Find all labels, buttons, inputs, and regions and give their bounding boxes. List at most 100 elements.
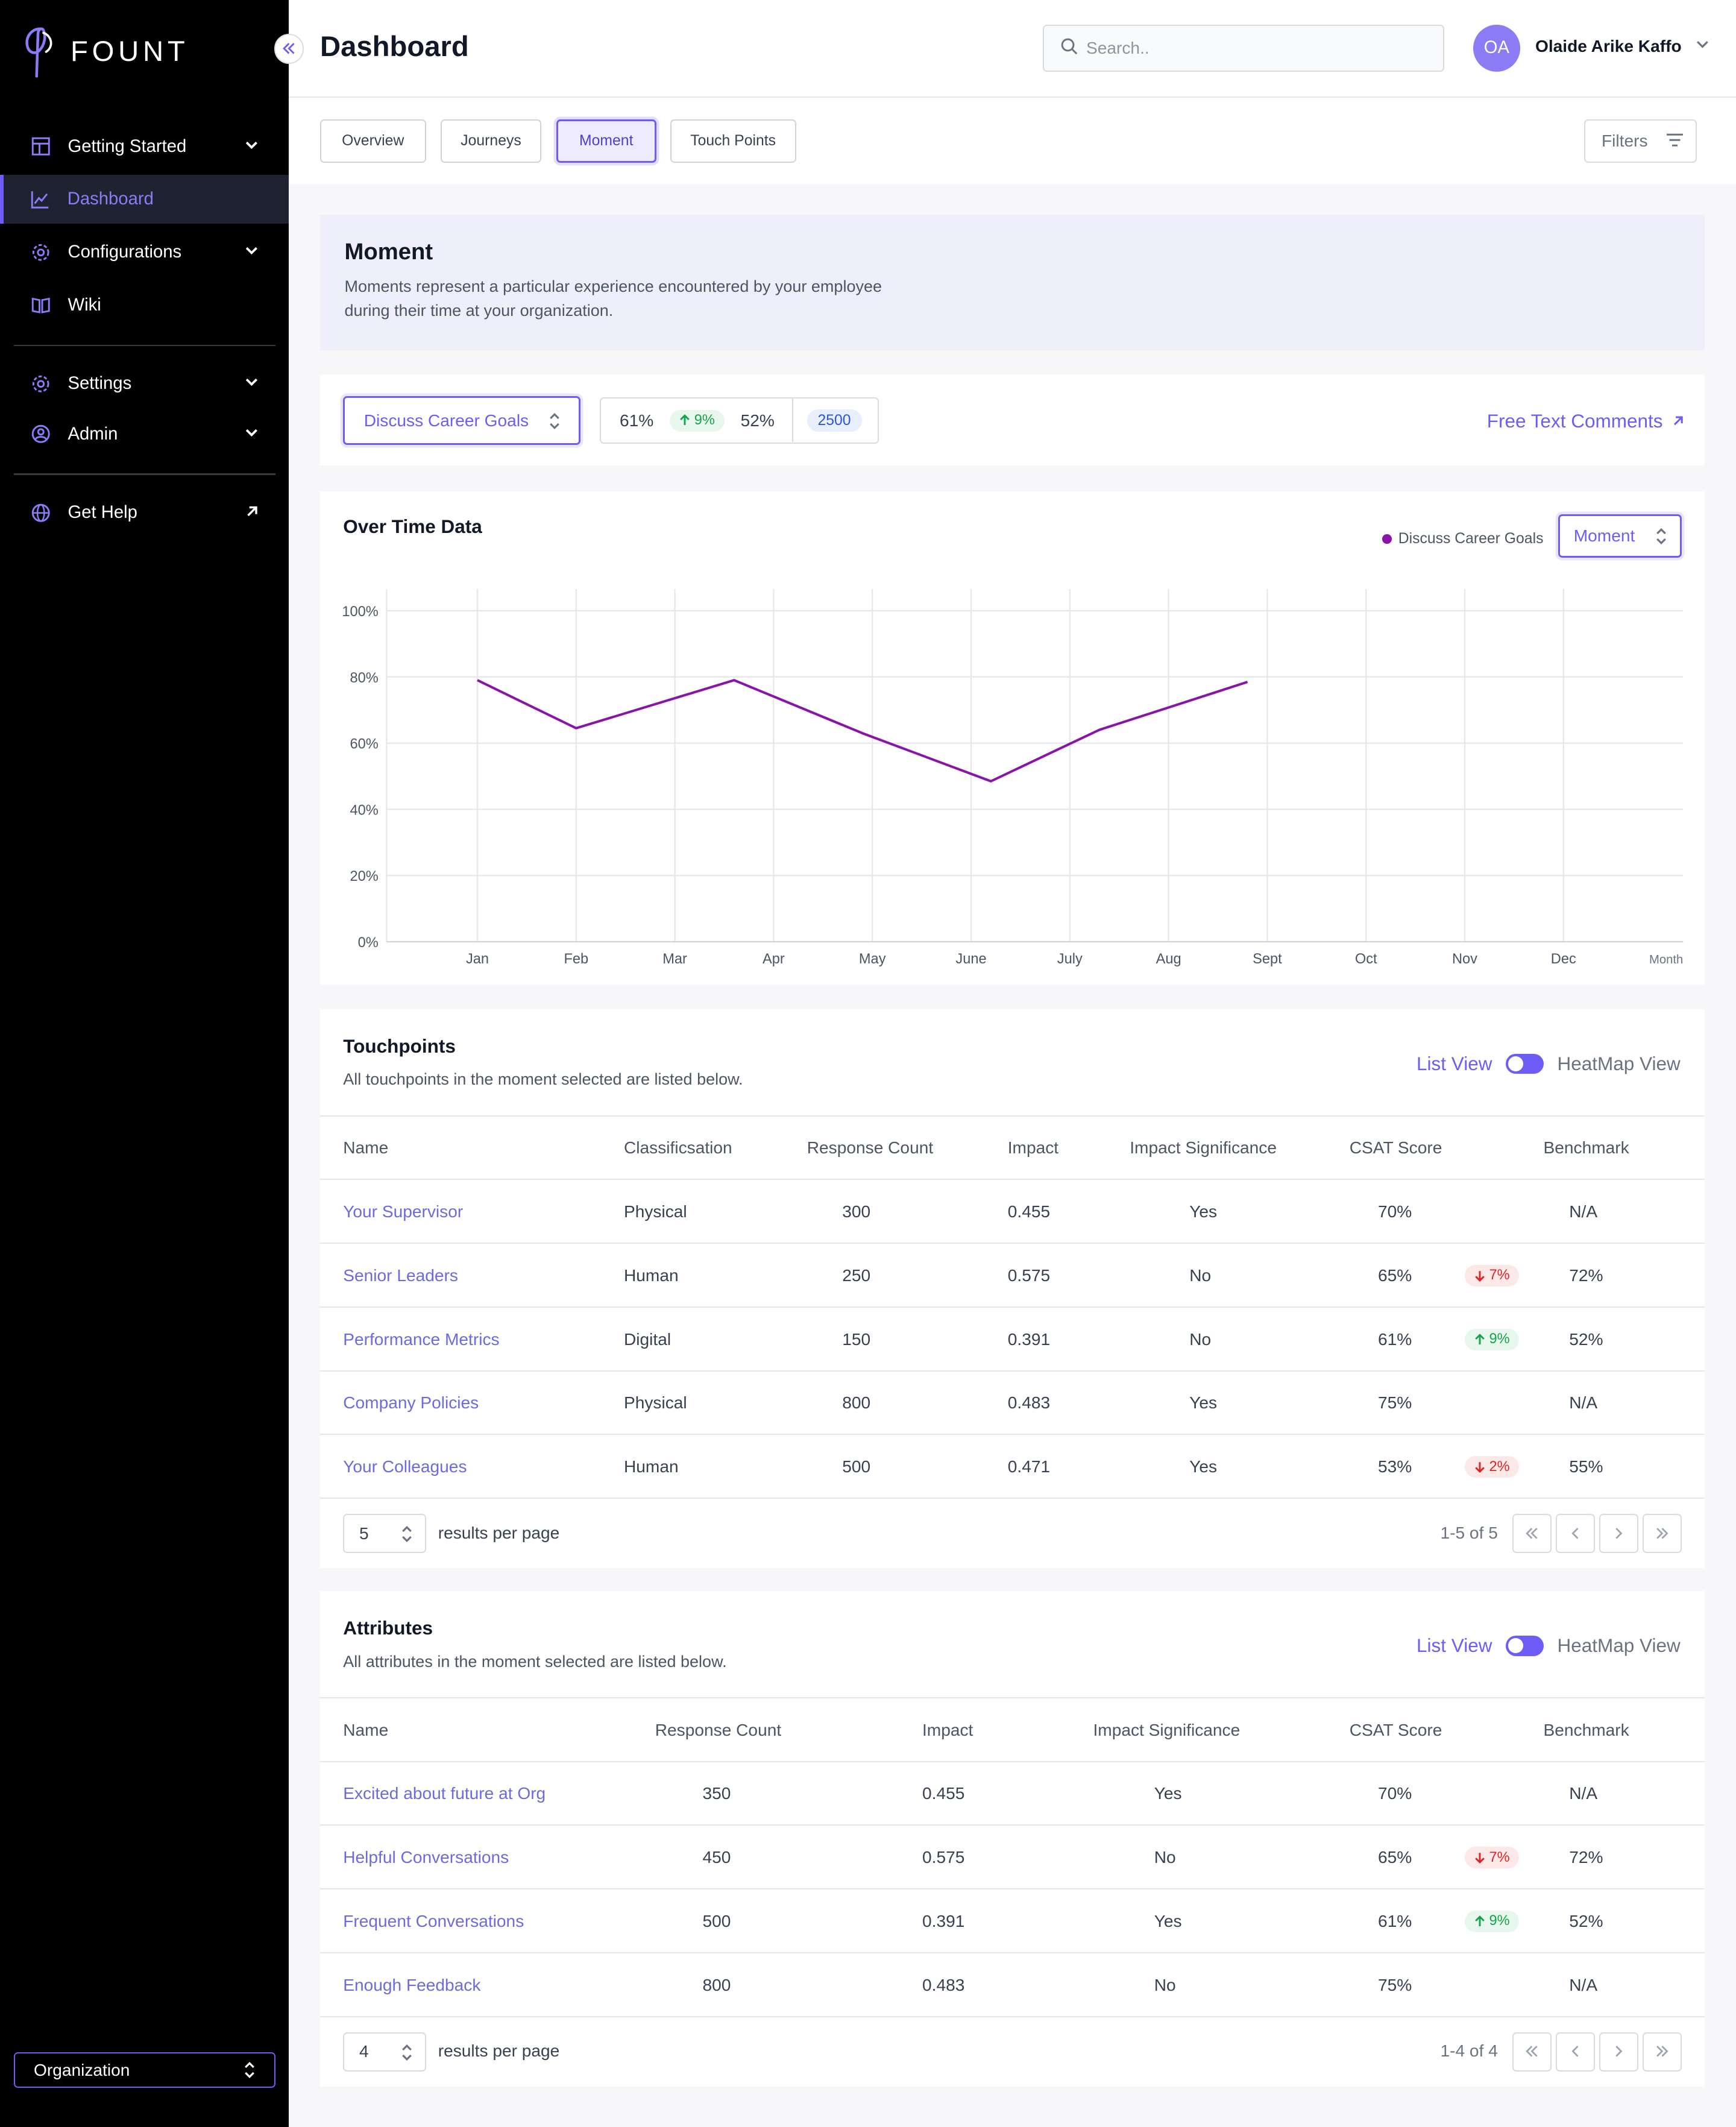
view-switch[interactable] (1505, 1635, 1544, 1656)
chevron-down-icon[interactable] (244, 137, 259, 157)
last-page-button[interactable] (1642, 2032, 1682, 2072)
sidebar-item-admin[interactable]: Admin (0, 410, 289, 459)
prev-page-button[interactable] (1555, 1514, 1595, 1554)
moment-select[interactable]: Discuss Career Goals (343, 396, 580, 445)
chart-type-select[interactable]: Moment (1558, 514, 1682, 558)
view-switch[interactable] (1505, 1053, 1544, 1074)
chevron-down-icon[interactable] (244, 374, 259, 394)
sort-arrows-icon (244, 2061, 255, 2082)
double-chevron-left-icon (1524, 1521, 1539, 1546)
column-header[interactable]: CSAT Score (1349, 1138, 1442, 1158)
x-tick-label: Apr (763, 951, 785, 967)
sidebar-item-getting-started[interactable]: Getting Started (0, 122, 289, 171)
column-header[interactable]: Benchmark (1543, 1138, 1629, 1158)
row-name-link[interactable]: Your Colleagues (343, 1457, 467, 1476)
user-menu[interactable]: Olaide Arike Kaffo (1535, 37, 1710, 56)
filters-button[interactable]: Filters (1584, 119, 1697, 163)
tab-moment[interactable]: Moment (556, 119, 656, 163)
column-header[interactable]: CSAT Score (1349, 1720, 1442, 1739)
sidebar-item-label: Settings (68, 374, 132, 394)
sidebar-item-label: Wiki (68, 295, 101, 315)
heatmap-view-option[interactable]: HeatMap View (1557, 1053, 1681, 1074)
tab-touch-points[interactable]: Touch Points (670, 119, 796, 163)
row-impact: 0.391 (922, 1911, 965, 1930)
chevron-down-icon[interactable] (244, 424, 259, 444)
view-toggle: List View HeatMap View (1417, 1634, 1681, 1657)
sidebar-item-settings[interactable]: Settings (0, 359, 289, 408)
search-input[interactable] (1086, 38, 1412, 58)
stats-divider (791, 399, 793, 443)
first-page-button[interactable] (1512, 1514, 1552, 1554)
column-header[interactable]: Response Count (807, 1138, 934, 1158)
per-page-select[interactable]: 4 (343, 2032, 426, 2072)
external-link-icon[interactable] (245, 503, 259, 523)
change-badge-down: 7% (1465, 1847, 1520, 1869)
next-page-button[interactable] (1599, 1514, 1638, 1554)
row-csat: 75% (1378, 1975, 1412, 1994)
row-name-link[interactable]: Performance Metrics (343, 1329, 500, 1349)
row-name-link[interactable]: Your Supervisor (343, 1202, 464, 1221)
organization-select[interactable]: Organization (13, 2052, 275, 2088)
fount-logo[interactable]: FOUNT (22, 25, 189, 79)
sidebar-item-configurations[interactable]: Configurations (0, 228, 289, 277)
free-text-comments-link[interactable]: Free Text Comments (1487, 410, 1685, 432)
view-toggle: List View HeatMap View (1417, 1053, 1681, 1075)
brand-name: FOUNT (71, 36, 189, 68)
column-header[interactable]: Impact Significance (1093, 1720, 1241, 1739)
column-header[interactable]: Impact (1007, 1138, 1059, 1158)
chevron-down-icon[interactable] (244, 243, 259, 263)
tab-overview[interactable]: Overview (320, 119, 426, 163)
column-header[interactable]: Name (343, 1138, 389, 1158)
sort-arrows-icon (401, 2044, 412, 2065)
search-box[interactable] (1043, 24, 1445, 72)
prev-page-button[interactable] (1555, 2032, 1595, 2072)
table-row: Your Colleagues Human 500 0.471 Yes 53% 2% 55% (320, 1434, 1705, 1498)
table-header-row: Name Classificsation Response Count Impact I… (320, 1115, 1705, 1179)
table-row: Helpful Conversations 450 0.575 No 65% 7% 72% (320, 1824, 1705, 1888)
row-name-link[interactable]: Enough Feedback (343, 1975, 481, 1994)
globe-icon (30, 502, 52, 524)
row-impact: 0.575 (1007, 1265, 1051, 1285)
row-name-link[interactable]: Excited about future at Org (343, 1784, 546, 1803)
row-name-link[interactable]: Company Policies (343, 1393, 479, 1413)
table-header-row: Name Response Count Impact Impact Significa… (320, 1697, 1705, 1761)
over-time-chart-card: Over Time Data Discuss Career Goals Mome… (320, 491, 1705, 985)
row-change-badge: 7% (1465, 1826, 1520, 1889)
column-header[interactable]: Response Count (655, 1720, 782, 1739)
row-name-link[interactable]: Senior Leaders (343, 1265, 458, 1285)
per-page-value: 4 (359, 2042, 369, 2061)
sidebar-item-wiki[interactable]: Wiki (0, 281, 289, 330)
sidebar-item-label: Configurations (68, 242, 182, 262)
row-name-link[interactable]: Frequent Conversations (343, 1911, 524, 1930)
change-value: 9% (694, 412, 715, 428)
sidebar-item-dashboard[interactable]: Dashboard (0, 175, 289, 224)
x-axis-label: Month (1649, 953, 1683, 966)
column-header[interactable]: Benchmark (1543, 1720, 1629, 1739)
first-page-button[interactable] (1512, 2032, 1552, 2072)
book-icon (30, 294, 52, 316)
list-view-option[interactable]: List View (1416, 1634, 1492, 1657)
row-name-link[interactable]: Helpful Conversations (343, 1848, 509, 1867)
row-impact: 0.471 (1007, 1457, 1051, 1476)
avatar[interactable]: OA (1473, 24, 1521, 72)
table-row: Your Supervisor Physical 300 0.455 Yes 70% N/A (320, 1179, 1705, 1243)
collapse-sidebar-button[interactable] (274, 34, 304, 64)
column-header[interactable]: Classificsation (624, 1138, 732, 1158)
row-change-badge: 2% (1465, 1435, 1520, 1499)
tab-journeys[interactable]: Journeys (441, 119, 541, 163)
per-page-select[interactable]: 5 (343, 1514, 426, 1554)
row-count: 250 (842, 1265, 871, 1285)
list-view-option[interactable]: List View (1416, 1053, 1492, 1074)
change-badge-up: 9% (670, 409, 725, 432)
x-tick-label: June (955, 951, 986, 967)
column-header[interactable]: Name (343, 1720, 389, 1739)
column-header[interactable]: Impact (922, 1720, 973, 1739)
moment-score: 61% (620, 411, 654, 430)
y-tick-label: 100% (342, 604, 378, 620)
x-tick-label: Mar (662, 951, 687, 967)
column-header[interactable]: Impact Significance (1130, 1138, 1277, 1158)
sidebar-item-get-help[interactable]: Get Help (0, 488, 289, 537)
next-page-button[interactable] (1599, 2032, 1638, 2072)
heatmap-view-option[interactable]: HeatMap View (1557, 1634, 1681, 1657)
last-page-button[interactable] (1642, 1514, 1682, 1554)
